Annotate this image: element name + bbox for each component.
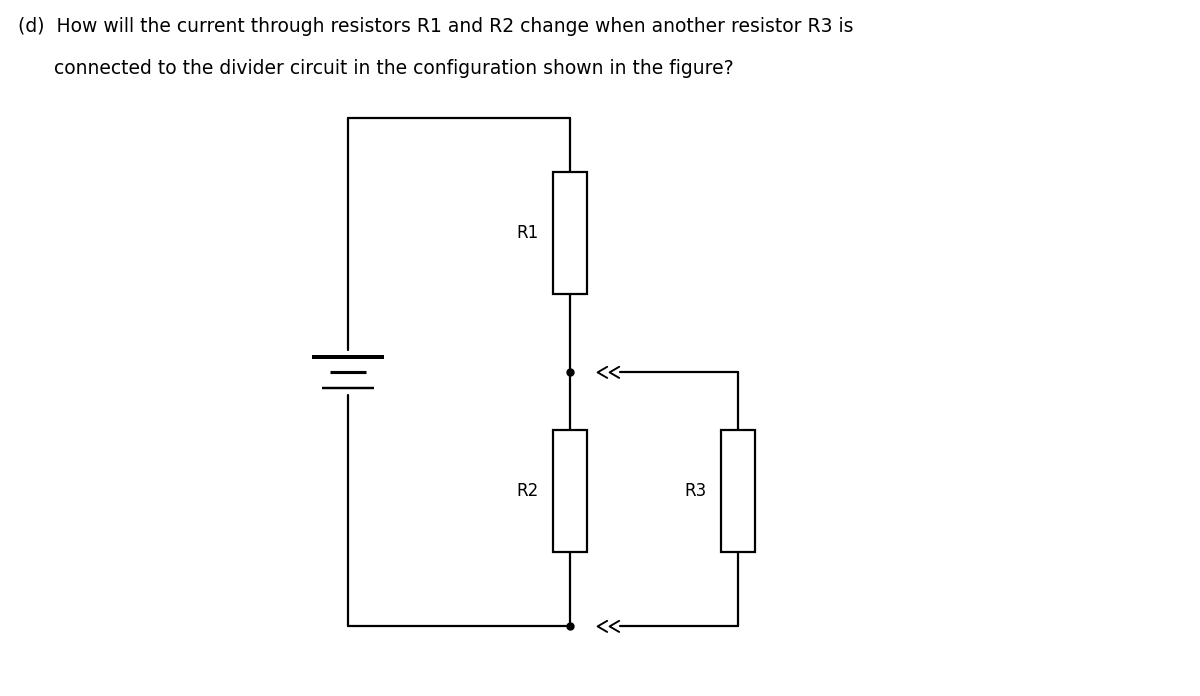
Bar [553, 430, 587, 551]
Text: R3: R3 [684, 482, 707, 500]
Bar [553, 172, 587, 294]
Text: R2: R2 [516, 482, 539, 500]
Text: (d)  How will the current through resistors R1 and R2 change when another resist: (d) How will the current through resisto… [18, 17, 853, 36]
Text: R1: R1 [516, 224, 539, 242]
Text: connected to the divider circuit in the configuration shown in the figure?: connected to the divider circuit in the … [18, 59, 733, 78]
Bar [721, 430, 755, 551]
